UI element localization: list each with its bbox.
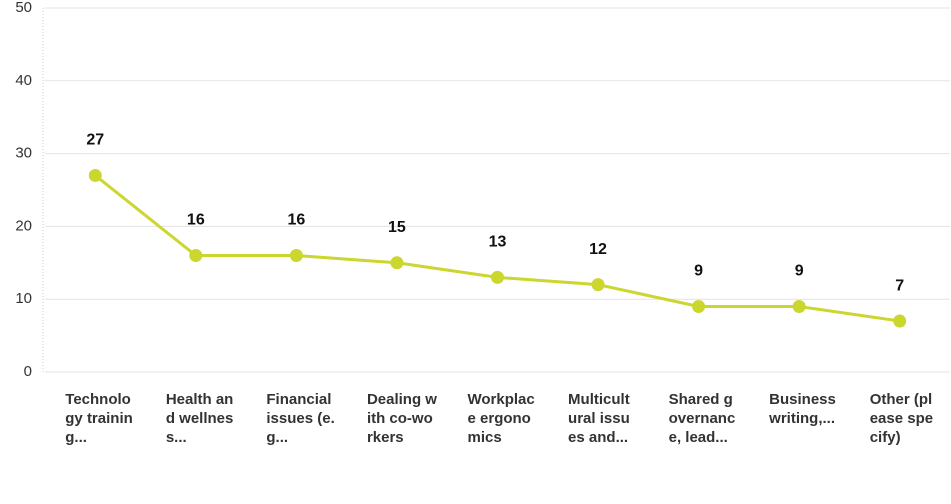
x-tick-label: Financial issues (e.g... xyxy=(266,391,335,446)
point xyxy=(289,249,303,263)
value-label: 27 xyxy=(86,132,104,149)
value-label: 7 xyxy=(895,277,904,294)
y-tick-label: 30 xyxy=(15,145,32,162)
y-tick-label: 50 xyxy=(15,0,32,16)
point xyxy=(189,249,203,263)
point xyxy=(893,314,907,328)
x-tick-label: Other (please specify) xyxy=(869,391,934,446)
y-tick-label: 0 xyxy=(24,363,32,380)
x-tick-label: Health and wellness... xyxy=(165,391,234,446)
x-tick-label: Workplace ergonomics xyxy=(467,391,535,446)
point xyxy=(792,299,806,313)
y-tick-label: 10 xyxy=(15,290,32,307)
point xyxy=(491,270,504,284)
value-label: 16 xyxy=(287,212,305,229)
y-tick-label: 20 xyxy=(15,217,32,234)
value-label: 9 xyxy=(795,263,804,280)
y-tick-label: 40 xyxy=(15,72,32,89)
x-tick-label: Dealing with co-workers xyxy=(366,391,437,446)
x-tick-label: Multicultural issues and... xyxy=(568,391,630,446)
x-tick-label: Business writing,... xyxy=(769,391,836,427)
value-label: 15 xyxy=(388,219,406,236)
point xyxy=(390,256,404,270)
value-label: 13 xyxy=(489,234,507,251)
point xyxy=(692,299,706,313)
x-tick-label: Shared governance, lead... xyxy=(668,391,736,446)
value-label: 16 xyxy=(187,212,205,229)
point xyxy=(88,168,102,182)
x-tick-label: Technology training... xyxy=(65,391,133,446)
value-label: 9 xyxy=(694,263,703,280)
point xyxy=(591,278,605,292)
value-label: 12 xyxy=(589,241,607,258)
